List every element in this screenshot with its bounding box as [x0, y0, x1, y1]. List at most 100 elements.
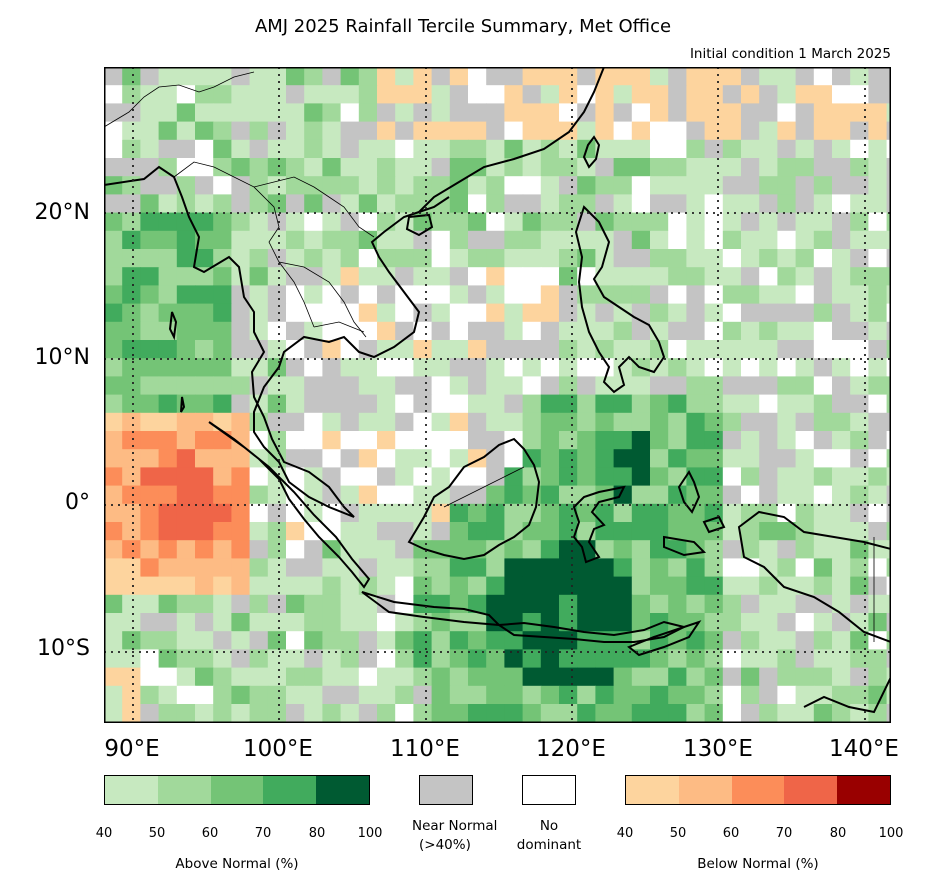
- grid-cell: [741, 67, 760, 86]
- near-normal-label-2: (>40%): [419, 837, 471, 853]
- below-tick: 40: [616, 826, 634, 841]
- grid-cell: [468, 230, 487, 250]
- grid-cell: [449, 85, 469, 104]
- grid-cell: [886, 321, 891, 341]
- grid-cell: [158, 194, 178, 214]
- grid-cell: [668, 285, 687, 305]
- grid-cell: [686, 522, 706, 541]
- grid-cell: [540, 685, 560, 705]
- grid-cell: [413, 431, 433, 450]
- grid-cell: [322, 194, 342, 214]
- grid-cell: [795, 194, 815, 214]
- grid-cell: [104, 649, 123, 669]
- grid-cell: [249, 158, 269, 177]
- grid-cell: [741, 103, 760, 123]
- grid-cell: [540, 212, 560, 232]
- grid-cell: [340, 85, 360, 104]
- above-tick: 100: [357, 826, 383, 841]
- grid-cell: [286, 194, 305, 214]
- grid-cell: [668, 121, 687, 141]
- grid-cell: [759, 303, 778, 323]
- grid-cell: [722, 394, 742, 414]
- grid-cell: [486, 576, 505, 596]
- grid-cell: [631, 558, 651, 578]
- grid-cell: [340, 613, 360, 632]
- grid-cell: [213, 394, 232, 414]
- grid-cell: [522, 103, 542, 123]
- grid-cell: [741, 613, 760, 632]
- grid-cell: [741, 285, 760, 305]
- grid-cell: [468, 103, 487, 123]
- lat-label-10s: 10°S: [37, 636, 90, 661]
- grid-cell: [686, 704, 706, 723]
- grid-cell: [122, 285, 141, 305]
- grid-cell: [813, 267, 833, 286]
- grid-cell: [431, 412, 451, 432]
- grid-cell: [613, 303, 633, 323]
- grid-cell: [413, 394, 433, 414]
- grid-cell: [122, 394, 141, 414]
- grid-cell: [577, 394, 596, 414]
- grid-cell: [176, 85, 196, 104]
- grid-cell: [704, 139, 724, 159]
- grid-cell: [540, 485, 560, 505]
- grid-cell: [140, 358, 160, 377]
- grid-cell: [213, 412, 232, 432]
- grid-cell: [322, 358, 342, 377]
- grid-cell: [413, 158, 433, 177]
- grid-cell: [104, 67, 123, 86]
- grid-cell: [759, 613, 778, 632]
- grid-cell: [722, 667, 742, 687]
- grid-cell: [832, 303, 851, 323]
- grid-cell: [813, 558, 833, 578]
- grid-cell: [595, 358, 615, 377]
- grid-cell: [449, 394, 469, 414]
- grid-cell: [158, 503, 178, 523]
- grid-cell: [595, 212, 615, 232]
- grid-cell: [340, 158, 360, 177]
- grid-cell: [813, 503, 833, 523]
- grid-cell: [577, 67, 596, 86]
- grid-cell: [722, 485, 742, 505]
- grid-cell: [559, 540, 578, 559]
- grid-cell: [286, 340, 305, 359]
- grid-cell: [595, 667, 615, 687]
- grid-cell: [686, 340, 706, 359]
- grid-cell: [722, 303, 742, 323]
- grid-cell: [686, 121, 706, 141]
- lon-label-90e: 90°E: [104, 736, 160, 762]
- grid-cell: [468, 485, 487, 505]
- grid-cell: [431, 103, 451, 123]
- grid-cell: [176, 685, 196, 705]
- grid-cell: [140, 503, 160, 523]
- grid-cell: [304, 558, 323, 578]
- grid-cell: [395, 649, 414, 669]
- grid-cell: [668, 230, 687, 250]
- grid-cell: [631, 194, 651, 214]
- grid-cell: [504, 685, 524, 705]
- grid-cell: [122, 449, 141, 468]
- grid-cell: [540, 176, 560, 195]
- grid-cell: [231, 358, 251, 377]
- grid-cell: [158, 85, 178, 104]
- grid-cell: [304, 594, 323, 614]
- grid-cell: [777, 158, 797, 177]
- grid-cell: [832, 85, 851, 104]
- grid-cell: [231, 503, 251, 523]
- grid-cell: [868, 485, 888, 505]
- grid-cell: [322, 667, 342, 687]
- grid-cell: [395, 540, 414, 559]
- grid-cell: [213, 631, 232, 650]
- grid-cell: [358, 85, 378, 104]
- grid-cell: [832, 230, 851, 250]
- grid-cell: [431, 431, 451, 450]
- grid-cell: [377, 594, 396, 614]
- grid-cell: [777, 412, 797, 432]
- grid-cell: [213, 67, 232, 86]
- grid-cell: [686, 103, 706, 123]
- grid-cell: [322, 613, 342, 632]
- grid-cell: [595, 558, 615, 578]
- grid-cell: [340, 431, 360, 450]
- grid-cell: [577, 121, 596, 141]
- grid-cell: [468, 67, 487, 86]
